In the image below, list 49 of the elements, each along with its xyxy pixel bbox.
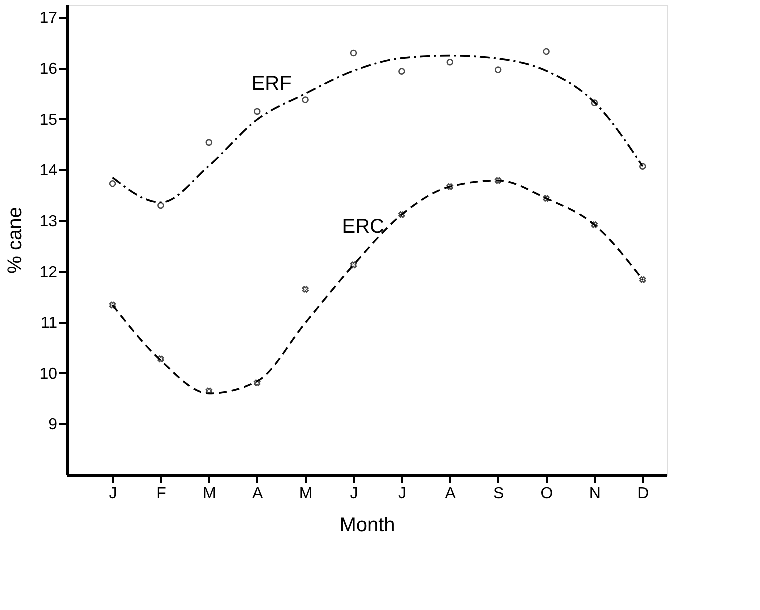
point [206,139,213,146]
x-tick-label: J [109,486,118,502]
x-tick-label: S [493,486,504,502]
point [254,380,261,386]
x-tick-label: A [252,486,264,502]
series-label: ERF [252,73,292,96]
y-tick-label: 9 [48,416,58,434]
x-axis-title: Month [340,514,396,536]
point [109,302,116,309]
point [446,184,454,190]
x-tick-label: M [299,486,313,502]
y-tick-label: 13 [40,213,58,230]
point [640,276,646,284]
point [494,66,502,74]
y-tick-label: 10 [40,366,58,383]
x-tick-label: N [589,486,601,502]
point [591,222,598,228]
point [350,50,358,57]
point [158,356,164,363]
point [640,163,646,170]
point [446,59,454,66]
y-tick-label: 15 [40,112,58,129]
x-tick-label: O [540,486,554,502]
y-tick-label: 12 [40,264,58,282]
x-tick-label: D [638,486,650,502]
x-tick-label: J [350,486,358,502]
point [158,202,164,210]
point [302,286,309,293]
point [398,211,406,218]
point [109,180,116,188]
x-tick-label: J [398,486,406,502]
y-tick-label: 14 [40,162,58,180]
point [543,48,550,56]
x-tick-label: A [445,486,456,502]
point [543,195,550,202]
point [254,108,261,116]
y-tick-label: 11 [40,315,58,332]
y-tick-label: 17 [40,10,58,28]
point [494,177,502,184]
x-tick-label: M [203,486,216,502]
point [398,68,406,75]
y-axis-title: % cane [4,207,27,274]
point [206,388,213,395]
point [591,100,598,106]
point [302,96,309,104]
series-label: ERC [342,216,385,238]
y-tick-label: 16 [40,61,58,78]
point [350,262,358,269]
x-tick-label: F [156,486,167,502]
